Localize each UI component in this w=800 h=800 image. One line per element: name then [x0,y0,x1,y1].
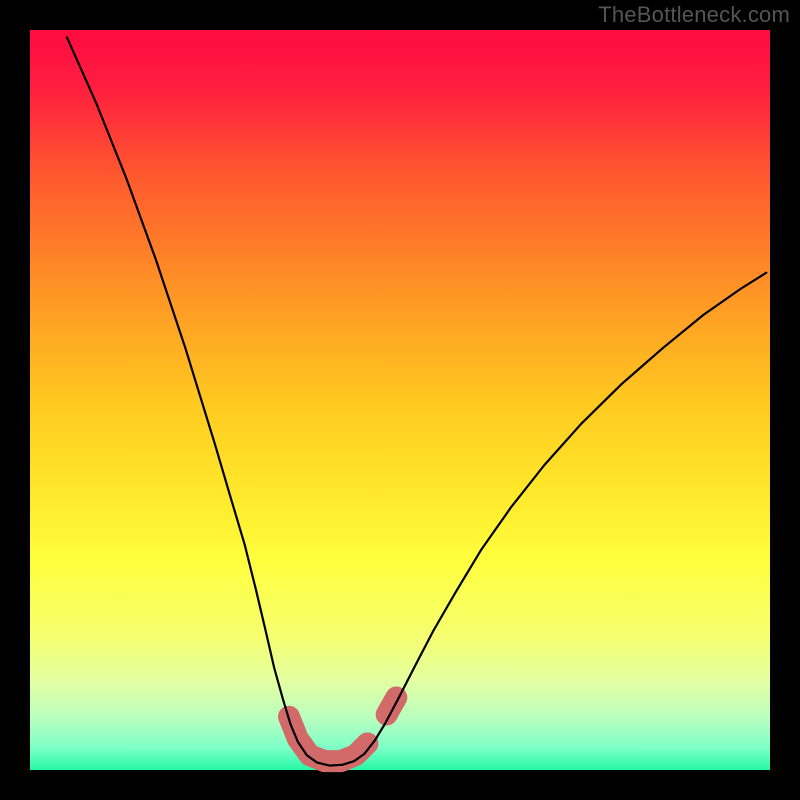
watermark-label: TheBottleneck.com [598,2,790,28]
chart-stage: TheBottleneck.com [0,0,800,800]
bottleneck-chart [0,0,800,800]
